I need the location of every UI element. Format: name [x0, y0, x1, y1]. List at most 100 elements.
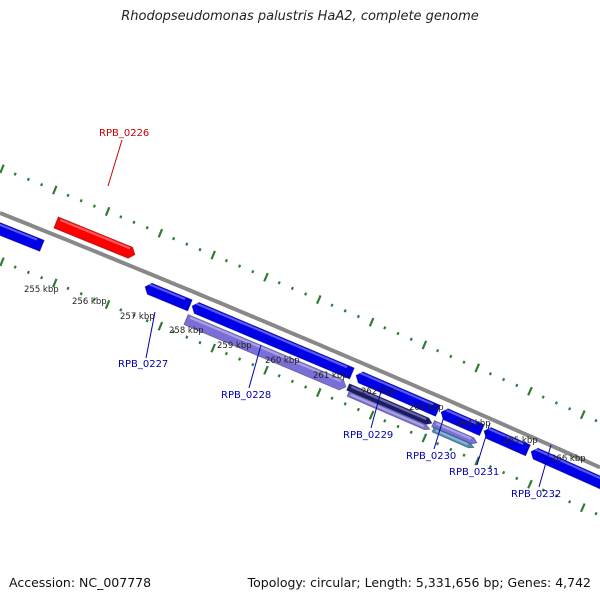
inner-tick	[251, 362, 255, 367]
gene-arrow-prev-shape	[0, 220, 45, 252]
outer-tick	[185, 242, 189, 246]
inner-tick	[92, 297, 96, 301]
inner-tick	[263, 365, 269, 375]
gene-arrow-rpb-0229-shape	[355, 371, 441, 417]
inner-tick	[304, 385, 308, 389]
inner-tick	[579, 503, 586, 513]
gene-arrow-rpb-0229-highlight	[359, 372, 434, 406]
inner-tick	[104, 299, 111, 310]
gene-label[interactable]: RPB_0229	[343, 430, 393, 441]
scale-label: 258 kbp	[169, 326, 204, 336]
outer-tick	[277, 281, 281, 285]
gene-arrow-rpb-0231-shape	[483, 427, 531, 457]
outer-tick	[594, 418, 598, 423]
feature-track-2-highlight	[350, 385, 427, 421]
outer-tick	[316, 295, 322, 305]
inner-tick	[594, 511, 598, 516]
gene-arrow-prev[interactable]	[0, 219, 45, 252]
outer-tick	[224, 258, 228, 263]
gene-arrow-rpb-0228[interactable]	[190, 300, 355, 380]
inner-tick	[462, 453, 466, 457]
outer-tick	[515, 383, 519, 388]
inner-tick	[185, 335, 189, 339]
feature-track-4-shape	[431, 419, 478, 445]
outer-tick	[172, 236, 176, 241]
inner-tick	[409, 430, 413, 434]
outer-tick	[568, 407, 572, 411]
inner-tick	[316, 388, 322, 398]
gene-leader-line	[248, 344, 262, 389]
gene-label[interactable]: RPB_0226	[99, 128, 149, 139]
gene-arrow-rpb-0226[interactable]	[53, 216, 138, 260]
gene-leader-line	[107, 139, 123, 187]
inner-tick	[210, 343, 216, 353]
feature-track-2-shape	[346, 383, 433, 425]
feature-track-1-highlight	[189, 316, 342, 383]
outer-tick	[238, 264, 242, 268]
inner-tick	[502, 470, 506, 475]
gene-label[interactable]: RPB_0228	[221, 390, 271, 401]
inner-tick	[157, 321, 164, 331]
inner-tick	[449, 447, 453, 452]
inner-tick	[488, 465, 492, 469]
inner-tick	[290, 379, 294, 384]
inner-tick	[66, 286, 70, 291]
inner-tick	[52, 278, 58, 288]
inner-tick	[224, 351, 228, 356]
outer-tick	[52, 185, 58, 195]
outer-tick	[474, 363, 481, 373]
inner-tick	[238, 357, 242, 361]
inner-tick	[119, 308, 123, 312]
gene-leader-line	[538, 444, 552, 488]
scale-label: 266 kbp	[551, 454, 586, 464]
feature-track-3-shape	[346, 391, 431, 431]
scale-label: 255 kbp	[24, 285, 59, 295]
scale-label: 259 kbp	[217, 341, 252, 351]
feature-track-3[interactable]	[346, 391, 431, 432]
gene-arrow-rpb-0228-highlight	[195, 302, 348, 369]
gene-arrow-rpb-0232[interactable]	[529, 446, 600, 493]
gene-label[interactable]: RPB_0231	[449, 467, 499, 478]
outer-tick	[421, 340, 428, 350]
gene-arrow-rpb-0230-highlight	[444, 408, 478, 425]
outer-tick	[13, 172, 17, 176]
inner-tick	[172, 329, 176, 334]
feature-track-1[interactable]	[183, 313, 348, 392]
inner-tick	[527, 479, 533, 489]
outer-tick	[119, 215, 123, 219]
scale-label: 257 kbp	[120, 312, 155, 322]
outer-tick	[462, 360, 466, 364]
outer-tick	[488, 372, 492, 376]
gene-label[interactable]: RPB_0232	[511, 489, 561, 500]
outer-tick	[198, 247, 202, 252]
inner-tick	[145, 319, 149, 323]
inner-tick	[515, 476, 519, 481]
outer-tick	[66, 193, 70, 198]
gene-arrow-rpb-0231-highlight	[487, 427, 524, 445]
feature-track-5[interactable]	[431, 426, 475, 449]
gene-arrow-rpb-0230[interactable]	[439, 407, 485, 437]
outer-tick	[263, 272, 269, 282]
gene-label[interactable]: RPB_0227	[118, 359, 168, 370]
outer-tick	[132, 220, 136, 225]
inner-tick	[132, 313, 136, 318]
outer-tick	[436, 348, 440, 353]
scale-label: 263 kbp	[409, 403, 444, 413]
gene-arrow-rpb-0231[interactable]	[482, 425, 531, 457]
feature-track-4[interactable]	[431, 419, 479, 446]
gene-label[interactable]: RPB_0230	[406, 451, 456, 462]
outer-tick	[368, 317, 375, 327]
accession-label: Accession: NC_007778	[9, 575, 152, 590]
gene-arrow-rpb-0227[interactable]	[143, 281, 193, 312]
outer-tick	[145, 226, 149, 230]
outer-tick	[330, 303, 334, 307]
inner-tick	[0, 257, 5, 267]
outer-tick	[251, 269, 255, 274]
feature-track-2[interactable]	[346, 383, 434, 427]
outer-tick	[356, 314, 360, 319]
inner-tick	[368, 410, 375, 420]
gene-arrow-rpb-0229[interactable]	[354, 370, 441, 417]
inner-tick	[13, 265, 17, 269]
